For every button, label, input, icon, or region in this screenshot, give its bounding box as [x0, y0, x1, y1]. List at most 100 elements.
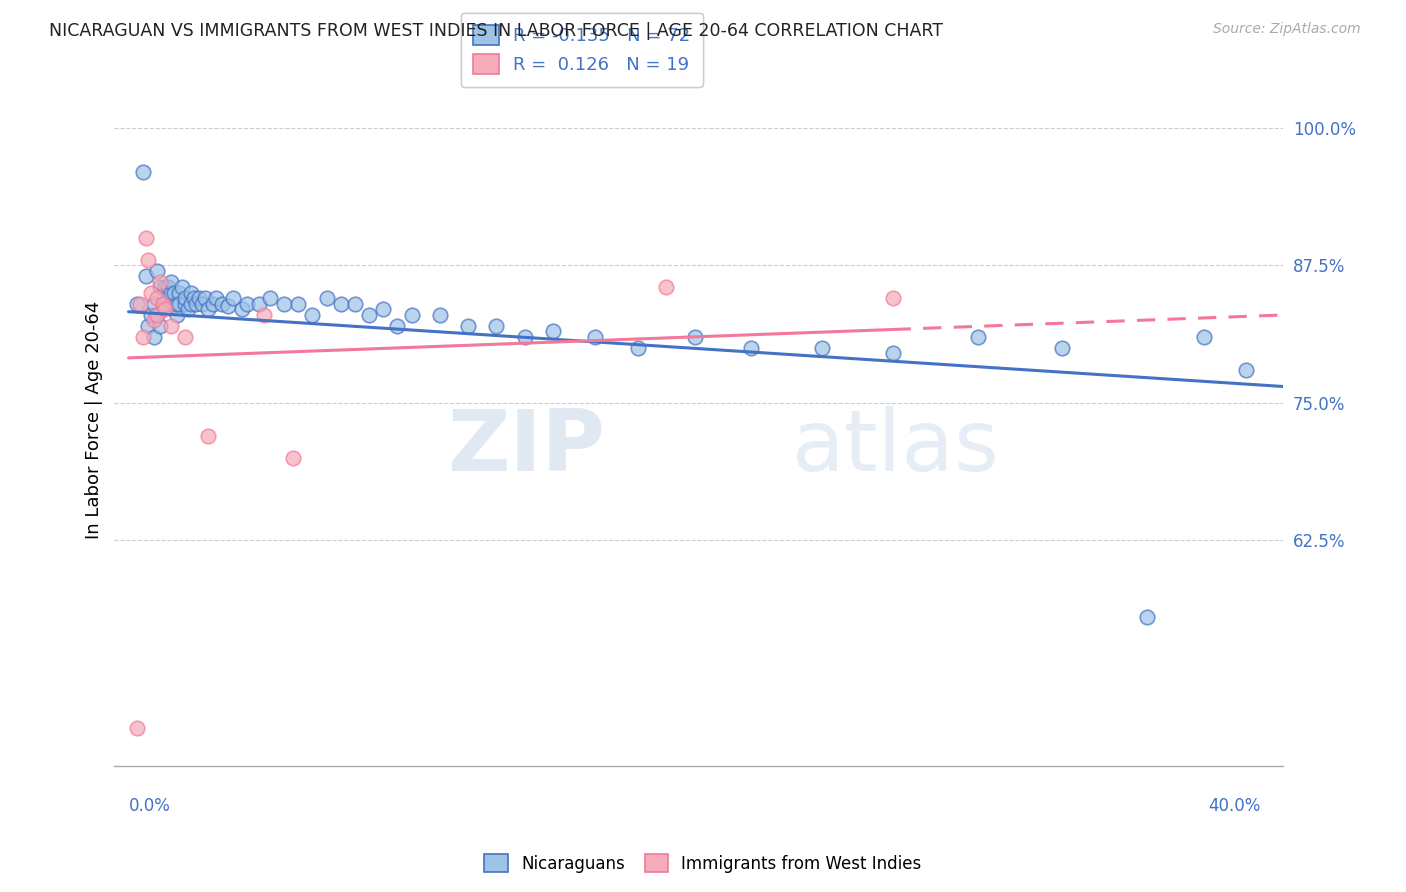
Point: [315, 292, 337, 306]
Point: [1052, 341, 1074, 355]
Point: [152, 297, 174, 311]
Point: [222, 292, 245, 306]
Text: atlas: atlas: [792, 406, 1000, 489]
Point: [132, 330, 155, 344]
Text: Source: ZipAtlas.com: Source: ZipAtlas.com: [1213, 22, 1361, 37]
Point: [259, 292, 281, 306]
Point: [202, 297, 225, 311]
Point: [157, 280, 180, 294]
Point: [163, 285, 186, 300]
Point: [163, 297, 186, 311]
Point: [132, 165, 155, 179]
Point: [138, 318, 160, 333]
Point: [273, 297, 295, 311]
Point: [301, 308, 323, 322]
Point: [141, 308, 163, 322]
Point: [359, 308, 381, 322]
Text: 40.0%: 40.0%: [1208, 797, 1261, 814]
Point: [253, 308, 276, 322]
Point: [585, 330, 607, 344]
Point: [683, 330, 706, 344]
Point: [211, 297, 233, 311]
Point: [177, 302, 200, 317]
Point: [655, 280, 678, 294]
Point: [882, 346, 904, 360]
Point: [1136, 610, 1159, 624]
Point: [485, 318, 508, 333]
Point: [401, 308, 423, 322]
Legend: R = -0.135   N = 72, R =  0.126   N = 19: R = -0.135 N = 72, R = 0.126 N = 19: [461, 12, 703, 87]
Point: [373, 302, 395, 317]
Point: [141, 285, 163, 300]
Point: [329, 297, 352, 311]
Point: [205, 292, 228, 306]
Point: [160, 318, 183, 333]
Point: [186, 297, 208, 311]
Point: [180, 297, 202, 311]
Point: [152, 297, 174, 311]
Point: [188, 292, 211, 306]
Point: [183, 292, 205, 306]
Point: [811, 341, 834, 355]
Point: [172, 280, 194, 294]
Point: [217, 299, 239, 313]
Point: [149, 275, 172, 289]
Point: [155, 297, 177, 311]
Point: [194, 292, 217, 306]
Point: [740, 341, 762, 355]
Point: [174, 292, 197, 306]
Text: ZIP: ZIP: [447, 406, 605, 489]
Point: [174, 330, 197, 344]
Point: [149, 318, 172, 333]
Point: [169, 297, 191, 311]
Point: [155, 302, 177, 317]
Point: [143, 297, 166, 311]
Point: [180, 285, 202, 300]
Point: [1234, 363, 1257, 377]
Point: [128, 297, 150, 311]
Point: [174, 297, 197, 311]
Point: [627, 341, 650, 355]
Point: [146, 264, 169, 278]
Point: [149, 280, 172, 294]
Point: [1192, 330, 1215, 344]
Point: [169, 285, 191, 300]
Point: [160, 275, 183, 289]
Point: [197, 429, 219, 443]
Point: [387, 318, 409, 333]
Text: 0.0%: 0.0%: [128, 797, 170, 814]
Point: [135, 269, 157, 284]
Point: [157, 292, 180, 306]
Point: [143, 330, 166, 344]
Point: [166, 297, 188, 311]
Point: [135, 231, 157, 245]
Point: [146, 308, 169, 322]
Point: [882, 292, 904, 306]
Legend: Nicaraguans, Immigrants from West Indies: Nicaraguans, Immigrants from West Indies: [478, 847, 928, 880]
Point: [457, 318, 479, 333]
Point: [231, 302, 253, 317]
Point: [155, 280, 177, 294]
Point: [138, 252, 160, 267]
Text: NICARAGUAN VS IMMIGRANTS FROM WEST INDIES IN LABOR FORCE | AGE 20-64 CORRELATION: NICARAGUAN VS IMMIGRANTS FROM WEST INDIE…: [49, 22, 943, 40]
Point: [125, 297, 148, 311]
Y-axis label: In Labor Force | Age 20-64: In Labor Force | Age 20-64: [86, 301, 103, 539]
Point: [191, 297, 214, 311]
Point: [966, 330, 988, 344]
Point: [513, 330, 536, 344]
Point: [146, 292, 169, 306]
Point: [281, 450, 304, 465]
Point: [166, 308, 188, 322]
Point: [429, 308, 451, 322]
Point: [197, 302, 219, 317]
Point: [247, 297, 270, 311]
Point: [343, 297, 366, 311]
Point: [541, 325, 564, 339]
Point: [287, 297, 309, 311]
Point: [146, 308, 169, 322]
Point: [125, 721, 148, 735]
Point: [143, 313, 166, 327]
Point: [160, 297, 183, 311]
Point: [236, 297, 259, 311]
Point: [160, 285, 183, 300]
